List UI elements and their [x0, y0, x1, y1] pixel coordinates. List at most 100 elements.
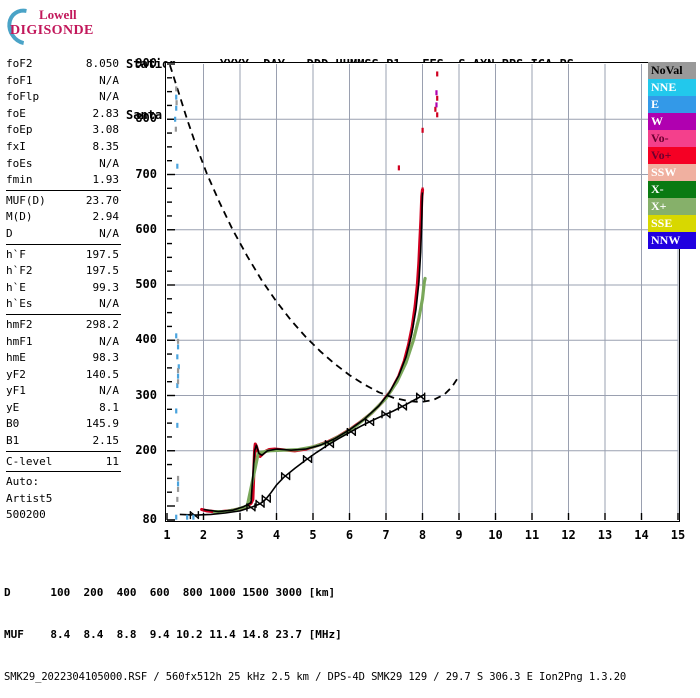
param-row-h-f2: h`F2 197.5	[6, 263, 121, 280]
series-muf-curve-dashed-	[169, 64, 458, 404]
plot-gridlines	[167, 64, 679, 520]
param-value: N/A	[99, 90, 119, 104]
param-row-hmf2: hmF2 298.2	[6, 317, 121, 334]
param-value: 3.08	[92, 123, 120, 137]
param-key: yF1	[6, 384, 26, 398]
legend-item-x-[interactable]: X-	[648, 181, 696, 198]
footer-muf-row: MUF 8.4 8.4 8.8 9.4 10.2 11.4 14.8 23.7 …	[4, 628, 342, 641]
param-value: 1.93	[92, 173, 120, 187]
series-noise-nne-echoes	[174, 94, 195, 520]
x-axis-tick-label: 1	[163, 528, 171, 542]
legend-item-ssw[interactable]: SSW	[648, 164, 696, 181]
parameter-panel: foF2 8.050 foF1 N/A foFlp N/A foE 2.83 foEp 3.08 f…	[6, 56, 121, 524]
y-axis-tick-label: 800	[135, 111, 157, 126]
param-row-foes: foEs N/A	[6, 156, 121, 173]
series-misc-echoes	[435, 90, 438, 108]
param-key: foEp	[6, 123, 33, 137]
x-axis-tick-label: 3	[236, 528, 244, 542]
x-axis-tick-label: 15	[670, 528, 686, 542]
param-value: N/A	[99, 297, 119, 311]
footer: D 100 200 400 600 800 1000 1500 3000 [km…	[4, 558, 698, 698]
param-row-b1: B1 2.15	[6, 433, 121, 450]
x-axis-tick-label: 6	[345, 528, 354, 542]
param-divider	[6, 243, 121, 245]
legend-item-nnw[interactable]: NNW	[648, 232, 696, 249]
footer-file-row: SMK29_2022304105000.RSF / 560fx512h 25 k…	[4, 671, 627, 683]
param-row-h-es: h`Es N/A	[6, 296, 121, 313]
y-axis-tick-label: 700	[135, 166, 157, 181]
param-value: 140.5	[85, 367, 119, 381]
param-key: h`F2	[6, 264, 33, 278]
param-value: 197.5	[85, 264, 119, 278]
param-key: hmE	[6, 351, 26, 365]
param-key: D	[6, 226, 13, 240]
param-value: 2.94	[92, 210, 120, 224]
param-key: hmF1	[6, 334, 33, 348]
legend-item-e[interactable]: E	[648, 96, 696, 113]
x-axis-tick-label: 13	[597, 528, 613, 542]
param-value: 23.70	[85, 193, 119, 207]
auto-line-0: Auto:	[6, 475, 40, 489]
param-key: h`F	[6, 247, 26, 261]
param-row-ye: yE 8.1	[6, 400, 121, 417]
param-key: foF1	[6, 73, 33, 87]
y-axis-tick-label: 900	[135, 56, 157, 70]
param-row-fof2: foF2 8.050	[6, 56, 121, 73]
footer-distance-row: D 100 200 400 600 800 1000 1500 3000 [km…	[4, 586, 336, 599]
y-axis-tick-label: 300	[135, 387, 157, 402]
param-value: 99.3	[92, 280, 120, 294]
auto-line-2: 500200	[6, 508, 46, 522]
param-value: N/A	[99, 73, 119, 87]
param-key: B1	[6, 434, 20, 448]
param-key: yF2	[6, 367, 26, 381]
legend-item-noval[interactable]: NoVal	[648, 62, 696, 79]
param-row-fxi: fxI 8.35	[6, 139, 121, 156]
logo-brand-bottom: DIGISONDE	[10, 23, 94, 38]
param-key: fmin	[6, 173, 33, 187]
x-axis-tick-label: 8	[418, 528, 427, 542]
legend-item-nne[interactable]: NNE	[648, 79, 696, 96]
param-row-foep: foEp 3.08	[6, 122, 121, 139]
x-axis-tick-label: 14	[634, 528, 649, 542]
param-value: 197.5	[85, 247, 119, 261]
legend-item-sse[interactable]: SSE	[648, 215, 696, 232]
param-row-h-f: h`F 197.5	[6, 247, 121, 264]
x-axis-tick-label: 4	[272, 528, 281, 542]
auto-line-1: Artist5	[6, 491, 53, 505]
param-value: 11	[105, 454, 119, 468]
param-value: 145.9	[85, 417, 119, 431]
param-key: fxI	[6, 139, 26, 153]
logo-brand-top: Lowell	[39, 7, 77, 22]
x-axis-tick-label: 12	[561, 528, 576, 542]
x-axis-tick-label: 11	[524, 528, 540, 542]
series-scattered-o-echoes	[397, 71, 439, 193]
param-key: foEs	[6, 156, 33, 170]
y-axis-tick-label: 500	[135, 277, 157, 291]
param-key: foFlp	[6, 90, 40, 104]
legend-item-w[interactable]: W	[648, 113, 696, 130]
param-value: N/A	[99, 226, 119, 240]
param-value: N/A	[99, 384, 119, 398]
param-divider	[6, 313, 121, 315]
param-value: 8.1	[99, 400, 119, 414]
param-row-muf-d-: MUF(D) 23.70	[6, 193, 121, 210]
x-axis-tick-label: 7	[382, 528, 390, 542]
param-key: yE	[6, 400, 20, 414]
legend-item-x-[interactable]: X+	[648, 198, 696, 215]
param-row-foflp: foFlp N/A	[6, 89, 121, 106]
axis-ticks	[166, 63, 679, 521]
param-row-foe: foE 2.83	[6, 106, 121, 123]
y-axis-tick-label: 200	[135, 442, 157, 457]
param-row-b0: B0 145.9	[6, 416, 121, 433]
param-value: 2.83	[92, 106, 120, 120]
legend-item-vo-[interactable]: Vo+	[648, 147, 696, 164]
series-o-trace-vo-	[200, 188, 425, 514]
legend-item-vo-[interactable]: Vo-	[648, 130, 696, 147]
ionogram-plot	[166, 63, 679, 521]
param-key: M(D)	[6, 210, 33, 224]
param-key: foE	[6, 106, 26, 120]
param-divider	[6, 471, 121, 473]
param-key: MUF(D)	[6, 193, 46, 207]
param-key: h`E	[6, 280, 26, 294]
param-key: h`Es	[6, 297, 33, 311]
